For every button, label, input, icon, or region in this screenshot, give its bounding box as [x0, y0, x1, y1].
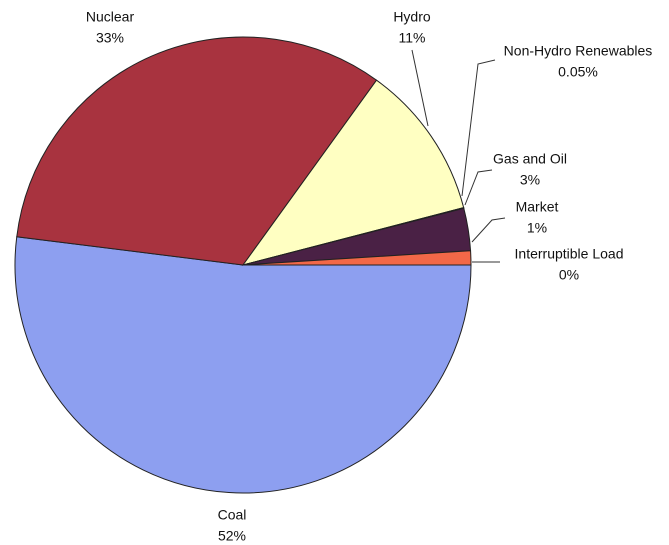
- pie-slice: [16, 36, 378, 266]
- leader-line: [464, 169, 493, 206]
- slice-label: Nuclear: [86, 9, 135, 25]
- slice-value-label: 0%: [559, 267, 579, 283]
- slice-label: Non-Hydro Renewables: [504, 43, 653, 59]
- pie-slice: [14, 236, 472, 494]
- slice-value-label: 3%: [520, 172, 540, 188]
- leader-line: [461, 59, 496, 197]
- slice-label: Coal: [218, 507, 247, 523]
- leader-line: [411, 49, 429, 127]
- pie: [14, 36, 472, 494]
- slice-label: Gas and Oil: [493, 151, 567, 167]
- slice-value-label: 1%: [527, 220, 547, 236]
- slice-value-label: 0.05%: [558, 64, 598, 80]
- slice-value-label: 52%: [218, 528, 246, 544]
- pie-slice: [241, 79, 465, 266]
- slice-label: Hydro: [393, 9, 431, 25]
- slice-value-label: 33%: [96, 30, 124, 46]
- slice-label: Interruptible Load: [515, 246, 624, 262]
- slice-label: Market: [516, 199, 559, 215]
- leader-line: [471, 217, 506, 243]
- slice-value-label: 11%: [399, 30, 426, 46]
